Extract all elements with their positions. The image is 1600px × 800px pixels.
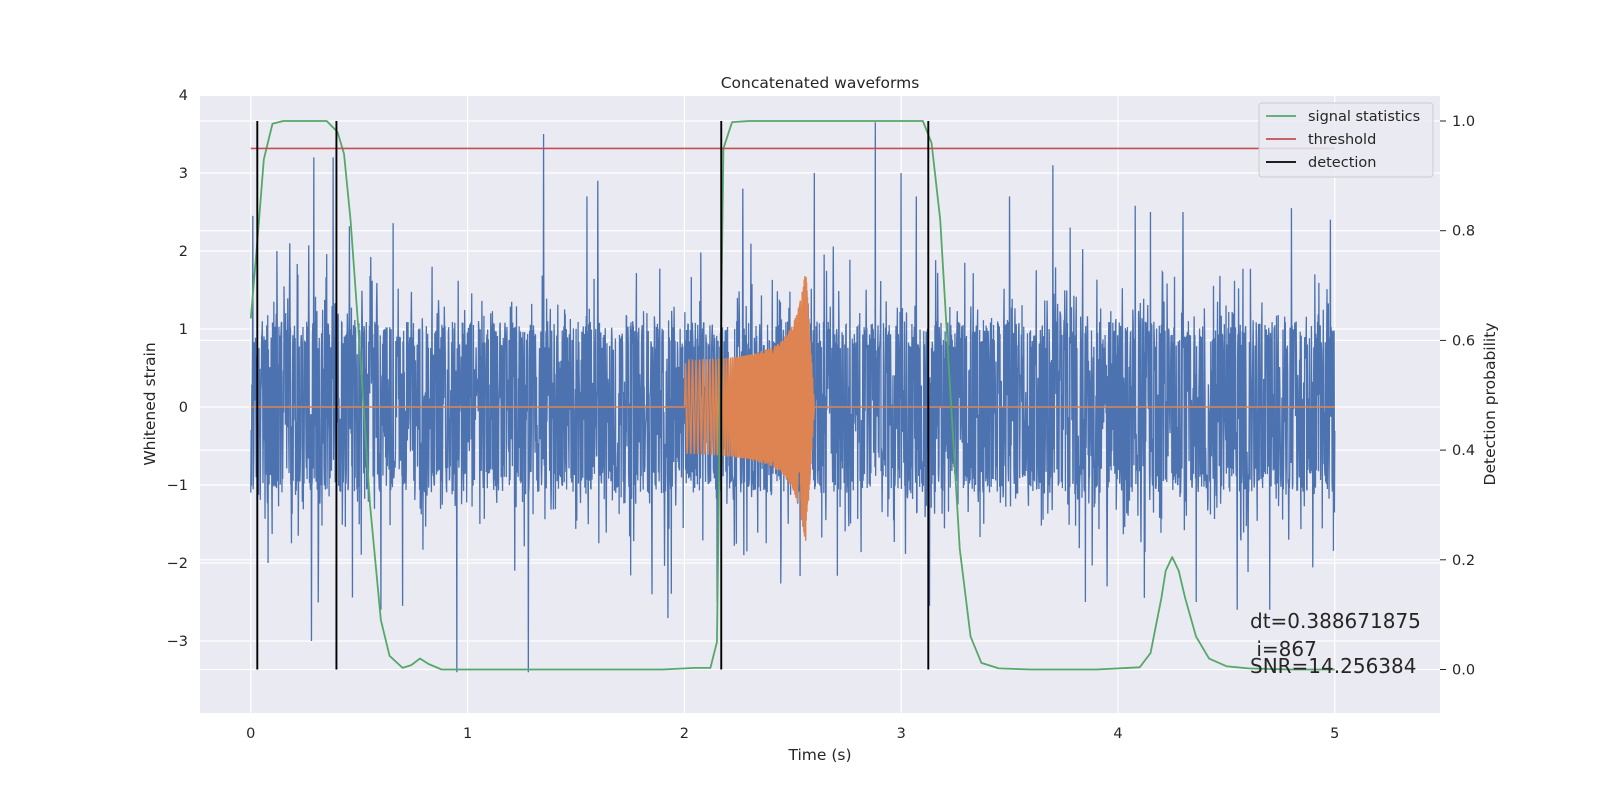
left-y-tick-label: 0 [179, 400, 188, 416]
left-y-tick-label: −3 [167, 634, 188, 650]
chart-title: Concatenated waveforms [721, 74, 920, 92]
right-y-tick-label: 1.0 [1452, 114, 1475, 130]
right-y-tick-label: 0.8 [1452, 224, 1475, 240]
left-y-tick-label: −2 [167, 556, 188, 572]
x-tick-label: 3 [897, 726, 906, 742]
x-tick-label: 0 [246, 726, 255, 742]
legend-label-detection: detection [1308, 155, 1376, 171]
left-y-axis-ticks: −3 −2 −1 0 1 2 3 4 [167, 88, 188, 650]
left-y-tick-label: 4 [179, 88, 188, 104]
left-y-tick-label: 1 [179, 322, 188, 338]
legend-box [1258, 102, 1434, 178]
x-axis-ticks: 0 1 2 3 4 5 [246, 726, 1339, 742]
left-y-tick-label: 2 [179, 244, 188, 260]
right-y-tick-label: 0.0 [1452, 663, 1475, 679]
signal-statistics-line [249, 120, 1335, 671]
annotation-i: i=867 [1250, 637, 1317, 661]
left-y-tick-label: 3 [179, 166, 188, 182]
right-y-axis-ticks: 0.0 0.2 0.4 0.6 0.8 1.0 [1440, 114, 1475, 679]
right-y-axis-label: Detection probability [1481, 323, 1499, 486]
annotation-dt: dt=0.388671875 [1250, 609, 1421, 633]
left-y-tick-label: −1 [167, 478, 188, 494]
right-y-tick-label: 0.2 [1452, 553, 1475, 569]
x-axis-label: Time (s) [787, 746, 851, 764]
chirp-line [250, 275, 1335, 541]
left-y-axis-label: Whitened strain [141, 342, 159, 465]
annotation-snr: SNR=14.256384 [1250, 654, 1416, 678]
x-tick-label: 1 [463, 726, 472, 742]
right-y-tick-label: 0.6 [1452, 333, 1475, 349]
x-tick-label: 2 [680, 726, 689, 742]
chirp-series [250, 275, 1335, 541]
detection-series [256, 121, 930, 670]
x-tick-label: 5 [1330, 726, 1339, 742]
signal-statistics-series [249, 120, 1335, 671]
legend: signal statistics threshold detection [1258, 102, 1434, 178]
x-tick-label: 4 [1113, 726, 1122, 742]
legend-label-signal-statistics: signal statistics [1308, 109, 1420, 125]
legend-label-threshold: threshold [1308, 132, 1376, 148]
right-y-tick-label: 0.4 [1452, 443, 1475, 459]
